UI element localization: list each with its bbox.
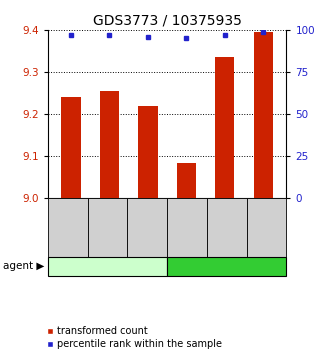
Bar xyxy=(177,162,196,198)
Title: GDS3773 / 10375935: GDS3773 / 10375935 xyxy=(93,13,242,28)
Legend: transformed count, percentile rank within the sample: transformed count, percentile rank withi… xyxy=(46,326,222,349)
Bar xyxy=(100,91,119,198)
Bar xyxy=(254,32,273,198)
Text: GSM526605: GSM526605 xyxy=(222,200,231,255)
Text: agent ▶: agent ▶ xyxy=(3,261,45,272)
Text: GSM526562: GSM526562 xyxy=(103,200,112,255)
Text: GSM526561: GSM526561 xyxy=(63,200,72,255)
Text: control: control xyxy=(89,261,126,272)
Text: GSM526603: GSM526603 xyxy=(182,200,192,255)
Text: IL-6: IL-6 xyxy=(217,261,236,272)
Text: GSM526678: GSM526678 xyxy=(262,200,271,255)
Bar xyxy=(138,106,158,198)
Bar xyxy=(215,57,234,198)
Text: GSM526602: GSM526602 xyxy=(143,200,152,255)
Bar xyxy=(62,97,81,198)
